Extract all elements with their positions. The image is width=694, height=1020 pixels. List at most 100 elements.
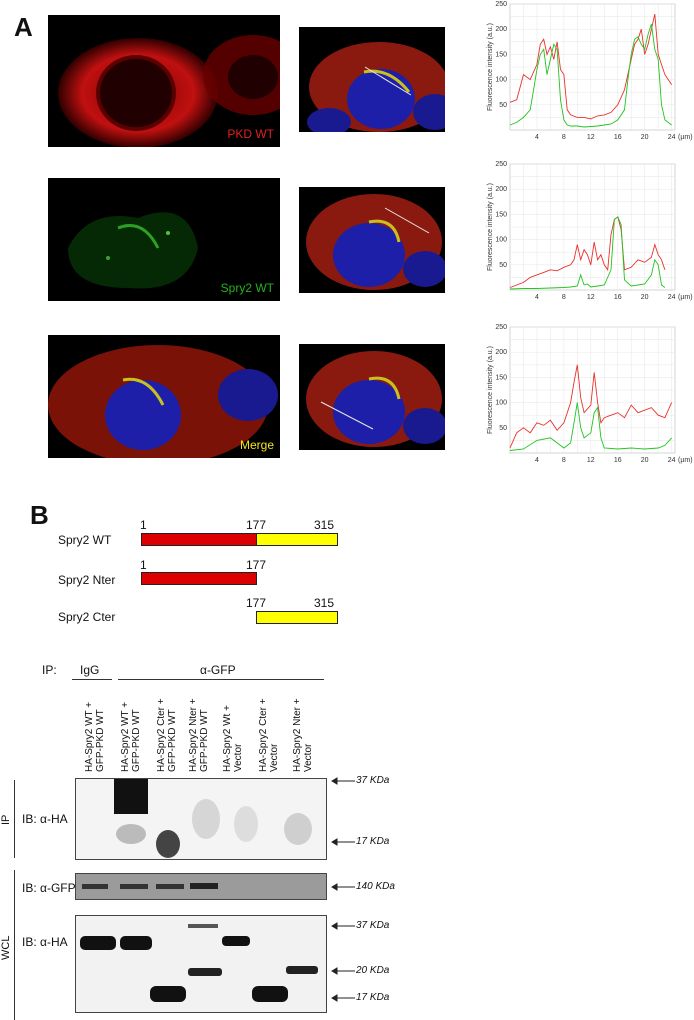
domain-row-label-wt: Spry2 WT <box>58 533 112 547</box>
lane-5-line-2: Vector <box>233 743 244 772</box>
wt-nter-domain <box>141 533 257 546</box>
series-line-green <box>509 24 672 128</box>
wcl-side-label: WCL <box>0 935 12 960</box>
marker-140: 140 KDa <box>356 881 395 892</box>
wt-mid-number: 177 <box>246 518 267 532</box>
intensity-plot-1: 4 8 12 16 20 24 50 100 150 200 250 (µm) Fluorescence… <box>478 0 693 155</box>
x-tick-label: 4 <box>535 134 539 141</box>
lane-6-line-1: HA-Spry2 Cter + <box>258 698 269 772</box>
y-axis-label: Fluorescence intensity (a.u.) <box>487 183 494 271</box>
x-tick-label: 12 <box>587 457 595 464</box>
lane-label-6: HA-Spry2 Cter + Vector <box>258 698 280 772</box>
ib-ha-wcl-label: IB: α-HA <box>22 935 68 949</box>
x-tick-label: 8 <box>562 457 566 464</box>
y-tick-label: 150 <box>495 51 507 58</box>
y-tick-label: 50 <box>499 102 507 109</box>
marker-arrows <box>331 777 355 1002</box>
lane-2-line-2: GFP-PKD WT <box>131 709 142 772</box>
x-tick-label: 24 <box>668 134 676 141</box>
x-unit-label: (µm) <box>678 457 693 464</box>
ip-bracket <box>14 780 15 858</box>
y-axis-label: Fluorescence intensity (a.u.) <box>487 346 494 434</box>
lane-1-line-1: HA-Spry2 WT + <box>84 701 95 772</box>
y-tick-label: 200 <box>495 186 507 193</box>
merge-image-1 <box>299 27 445 132</box>
lane-label-4: HA-Spry2 Nter + GFP-PKD WT <box>188 698 210 772</box>
series-line-red <box>509 364 673 449</box>
wcl-bracket <box>14 870 15 1020</box>
pkd-channel-image: PKD WT <box>48 15 280 147</box>
marker-17-ip: 17 KDa <box>356 836 390 847</box>
wt-cter-domain <box>256 533 338 546</box>
x-unit-label: (µm) <box>678 294 693 301</box>
marker-17-wcl: 17 KDa <box>356 992 390 1003</box>
lane-6-line-2: Vector <box>269 743 280 772</box>
gfp-underline <box>118 679 324 680</box>
y-tick-label: 100 <box>495 237 507 244</box>
merge-image-3 <box>299 344 445 450</box>
wcl-ha-blot <box>75 915 327 1013</box>
y-tick-label: 200 <box>495 26 507 33</box>
y-tick-label: 50 <box>499 425 507 432</box>
merge-channel-image: Merge <box>48 335 280 458</box>
x-tick-label: 20 <box>641 294 649 301</box>
series-line-red <box>509 14 672 120</box>
merge-image-2 <box>299 187 445 293</box>
lane-4-line-1: HA-Spry2 Nter + <box>188 698 199 772</box>
ib-gfp-label: IB: α-GFP <box>22 881 76 895</box>
pkd-wt-label: PKD WT <box>227 127 274 141</box>
y-tick-label: 250 <box>495 161 507 168</box>
ib-ha-ip-label: IB: α-HA <box>22 812 68 826</box>
nter-domain <box>141 572 257 585</box>
lane-7-line-1: HA-Spry2 Nter + <box>292 698 303 772</box>
spry-channel-image: Spry2 WT <box>48 178 280 301</box>
x-tick-label: 12 <box>587 134 595 141</box>
x-tick-label: 16 <box>614 134 622 141</box>
x-tick-label: 20 <box>641 134 649 141</box>
y-tick-label: 250 <box>495 1 507 8</box>
wt-start-number: 1 <box>140 518 147 532</box>
x-tick-label: 12 <box>587 294 595 301</box>
lane-label-2: HA-Spry2 WT + GFP-PKD WT <box>120 702 142 772</box>
lane-5-line-1: HA-Spry2 Wt + <box>222 705 233 772</box>
x-tick-label: 4 <box>535 294 539 301</box>
lane-3-line-2: GFP-PKD WT <box>167 709 178 772</box>
lane-label-1: HA-Spry2 WT + GFP-PKD WT <box>84 702 106 772</box>
wt-end-number: 315 <box>314 518 335 532</box>
y-tick-label: 100 <box>495 400 507 407</box>
x-unit-label: (µm) <box>678 134 693 141</box>
lane-2-line-1: HA-Spry2 WT + <box>120 701 131 772</box>
panel-b-label: B <box>30 500 49 530</box>
series-line-red <box>509 216 666 288</box>
domain-row-label-nter: Spry2 Nter <box>58 573 116 587</box>
x-tick-label: 24 <box>668 457 676 464</box>
merge-label: Merge <box>239 438 274 452</box>
domain-row-label-cter: Spry2 Cter <box>58 610 116 624</box>
lane-label-3: HA-Spry2 Cter + GFP-PKD WT <box>156 698 178 772</box>
lane-7-line-2: Vector <box>303 743 314 772</box>
x-tick-label: 8 <box>562 134 566 141</box>
y-tick-label: 150 <box>495 374 507 381</box>
igg-underline <box>72 679 112 680</box>
lane-label-5: HA-Spry2 Wt + Vector <box>222 705 244 772</box>
nter-end-number: 177 <box>246 558 267 572</box>
ip-label: IP: <box>42 663 57 677</box>
nter-start-number: 1 <box>140 558 147 572</box>
x-tick-label: 8 <box>562 294 566 301</box>
marker-37-ip: 37 KDa <box>356 775 390 786</box>
cter-end-number: 315 <box>314 596 335 610</box>
cter-start-number: 177 <box>246 596 267 610</box>
y-tick-label: 150 <box>495 211 507 218</box>
y-tick-label: 100 <box>495 77 507 84</box>
intensity-plot-3: 4 8 12 16 20 24 50 100 150 200 250 (µm) Fluorescence… <box>478 323 693 478</box>
lane-4-line-2: GFP-PKD WT <box>199 709 210 772</box>
marker-37-wcl: 37 KDa <box>356 920 390 931</box>
y-tick-label: 250 <box>495 324 507 331</box>
cter-domain <box>256 611 338 624</box>
series-line-green <box>509 216 666 290</box>
lane-1-line-2: GFP-PKD WT <box>95 709 106 772</box>
marker-20: 20 KDa <box>356 965 390 976</box>
ip-side-label: IP <box>0 814 12 825</box>
wcl-gfp-blot <box>75 873 327 900</box>
y-tick-label: 50 <box>499 262 507 269</box>
